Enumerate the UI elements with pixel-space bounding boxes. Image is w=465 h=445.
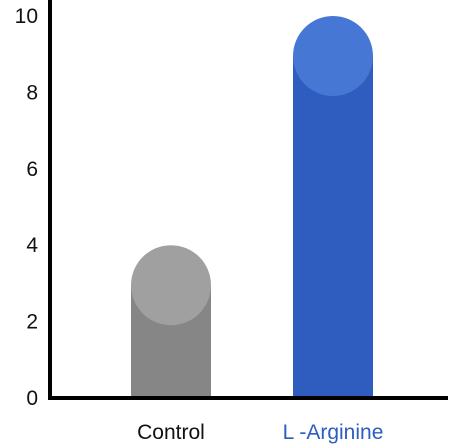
y-tick-label-4: 4 — [26, 234, 38, 257]
y-tick-label-0: 0 — [26, 387, 38, 410]
bar-cap-l-arginine — [293, 16, 373, 96]
x-tick-label-control: Control — [137, 421, 205, 444]
bar-cap-control — [131, 245, 211, 326]
y-tick-label-8: 8 — [26, 81, 38, 104]
x-tick-label-l-arginine: L -Arginine — [283, 421, 384, 444]
x-axis-labels: Control L -Arginine — [137, 421, 383, 444]
bar-l-arginine — [293, 56, 373, 398]
y-tick-label-2: 2 — [26, 311, 38, 334]
y-axis-ticks: 0 2 4 6 8 10 — [15, 5, 39, 410]
bars — [131, 16, 373, 398]
y-tick-label-10: 10 — [15, 5, 38, 28]
y-tick-label-6: 6 — [26, 158, 38, 181]
